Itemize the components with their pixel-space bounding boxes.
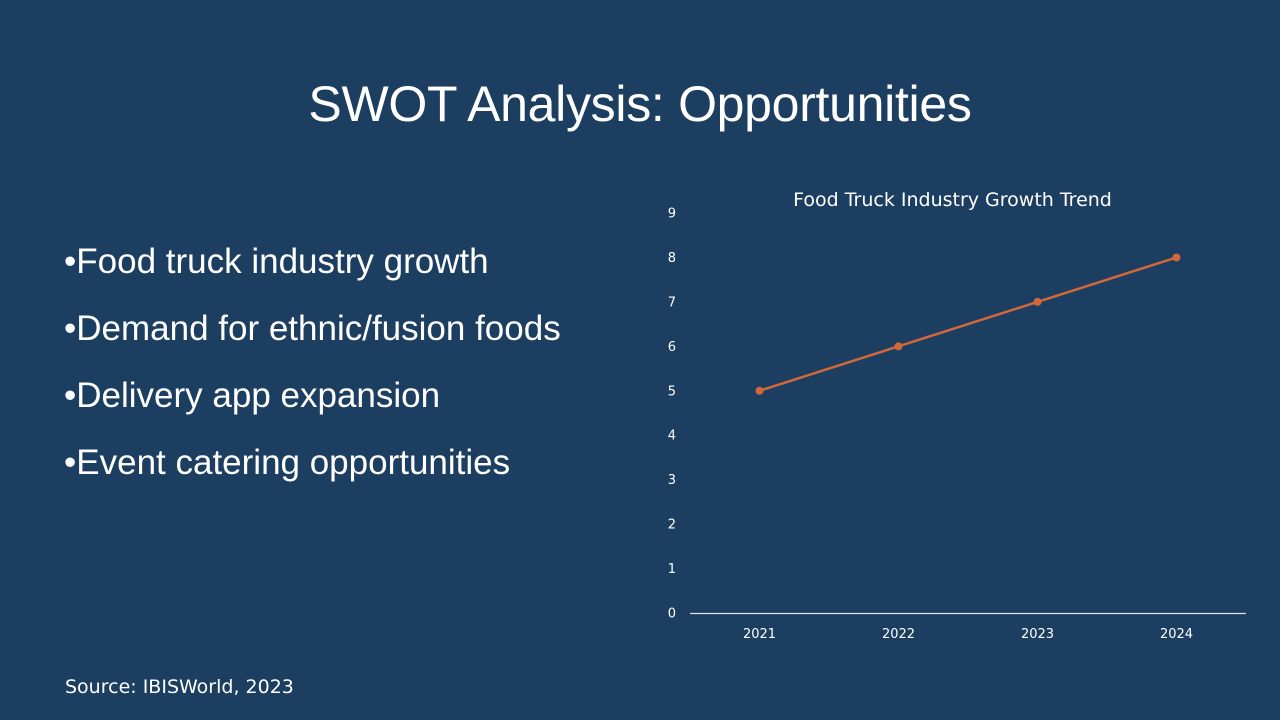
source-citation: Source: IBISWorld, 2023 [65,676,294,698]
y-tick-label: 1 [668,562,676,577]
series-line [758,256,1178,393]
y-tick-label: 8 [668,251,676,266]
bullet-item: •Event catering opportunities [64,443,511,482]
data-point [1033,297,1042,306]
data-point [1172,253,1181,262]
y-tick-label: 4 [668,429,676,444]
x-tick-label: 2024 [1160,627,1193,642]
y-tick-label: 5 [668,384,676,399]
y-tick-label: 2 [668,518,676,533]
data-point [755,386,764,395]
y-tick-label: 7 [668,295,676,310]
slide-title: SWOT Analysis: Opportunities [308,76,972,132]
bullet-item: •Food truck industry growth [64,242,489,281]
x-tick-label: 2021 [743,627,776,642]
y-tick-label: 6 [668,340,676,355]
x-tick-label: 2022 [882,627,915,642]
bullet-list: •Food truck industry growth •Demand for … [64,238,561,506]
y-tick-label: 0 [668,607,676,622]
data-point [894,342,903,351]
chart-title: Food Truck Industry Growth Trend [793,189,1112,211]
bullet-item: •Demand for ethnic/fusion foods [64,309,561,348]
y-tick-label: 3 [668,473,676,488]
x-tick-label: 2023 [1021,627,1054,642]
y-tick-label: 9 [668,207,676,222]
bullet-item: •Delivery app expansion [64,376,441,415]
